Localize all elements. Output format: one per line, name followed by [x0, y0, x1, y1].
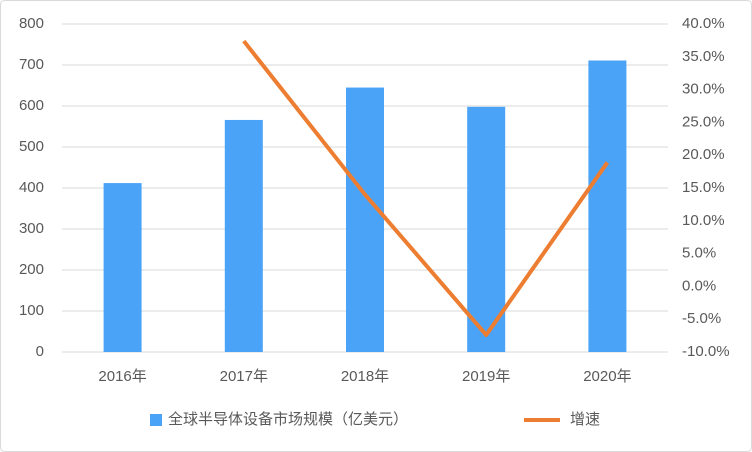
y2-tick-label: 15.0% — [682, 179, 725, 196]
bar — [346, 87, 384, 353]
y2-tick-label: -5.0% — [682, 310, 721, 327]
y2-tick-label: 5.0% — [682, 245, 716, 262]
y-tick-label: 100 — [19, 302, 44, 319]
bar — [224, 119, 263, 352]
legend-label: 全球半导体设备市场规模（亿美元） — [168, 410, 408, 428]
y2-tick-label: 0.0% — [682, 277, 716, 294]
x-tick-label: 2019年 — [462, 368, 510, 385]
y2-tick-label: 35.0% — [682, 48, 725, 65]
y2-tick-label: 25.0% — [682, 113, 725, 130]
y-tick-label: 0 — [36, 343, 44, 360]
x-tick-label: 2017年 — [220, 368, 268, 385]
y-tick-label: 700 — [19, 56, 44, 73]
y-tick-label: 800 — [19, 15, 44, 32]
line — [242, 39, 610, 337]
bar — [588, 60, 627, 353]
y2-tick-label: -10.0% — [682, 343, 730, 360]
x-tick-label: 2020年 — [583, 368, 631, 385]
bar — [103, 183, 142, 352]
y-tick-label: 500 — [19, 138, 44, 155]
x-tick-label: 2016年 — [98, 368, 146, 385]
y2-tick-label: 40.0% — [682, 15, 725, 32]
legend-label: 增速 — [570, 411, 600, 428]
y-tick-label: 600 — [19, 97, 44, 114]
x-tick-label: 2018年 — [341, 368, 389, 385]
y2-tick-label: 10.0% — [682, 212, 725, 229]
y-tick-label: 200 — [19, 261, 44, 278]
y2-tick-label: 30.0% — [682, 81, 725, 98]
y-tick-label: 300 — [19, 220, 44, 237]
legend-swatch — [150, 414, 162, 426]
y-tick-label: 400 — [19, 179, 44, 196]
bar — [467, 106, 506, 352]
y2-tick-label: 20.0% — [682, 146, 725, 163]
